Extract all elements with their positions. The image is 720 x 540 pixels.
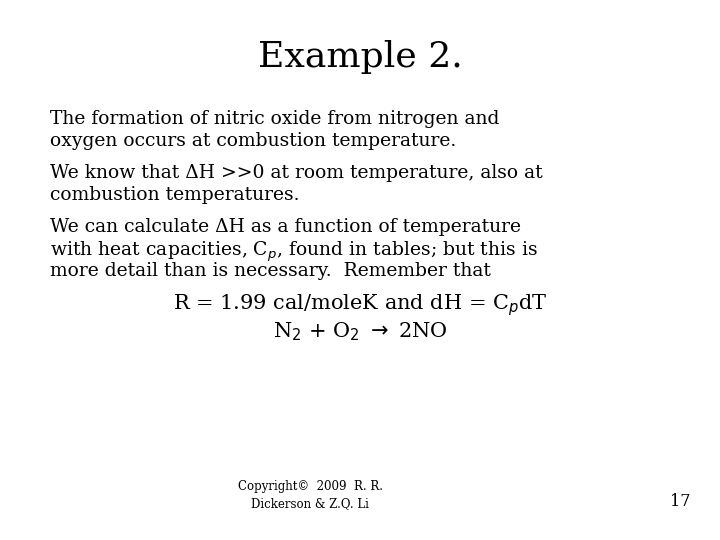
Text: with heat capacities, C$_p$, found in tables; but this is: with heat capacities, C$_p$, found in ta… — [50, 240, 538, 265]
Text: We can calculate ΔH as a function of temperature: We can calculate ΔH as a function of tem… — [50, 218, 521, 236]
Text: We know that ΔH >>0 at room temperature, also at: We know that ΔH >>0 at room temperature,… — [50, 164, 543, 182]
Text: The formation of nitric oxide from nitrogen and: The formation of nitric oxide from nitro… — [50, 110, 500, 128]
Text: oxygen occurs at combustion temperature.: oxygen occurs at combustion temperature. — [50, 132, 456, 150]
Text: combustion temperatures.: combustion temperatures. — [50, 186, 300, 204]
Text: more detail than is necessary.  Remember that: more detail than is necessary. Remember … — [50, 262, 491, 280]
Text: R = 1.99 cal/moleK and dH = C$_p$dT: R = 1.99 cal/moleK and dH = C$_p$dT — [173, 292, 547, 318]
Text: Example 2.: Example 2. — [258, 40, 462, 74]
Text: N$_2$ + O$_2$ $\rightarrow$ 2NO: N$_2$ + O$_2$ $\rightarrow$ 2NO — [273, 320, 447, 342]
Text: Copyright©  2009  R. R.
Dickerson & Z.Q. Li: Copyright© 2009 R. R. Dickerson & Z.Q. L… — [238, 480, 382, 510]
Text: 17: 17 — [670, 493, 690, 510]
